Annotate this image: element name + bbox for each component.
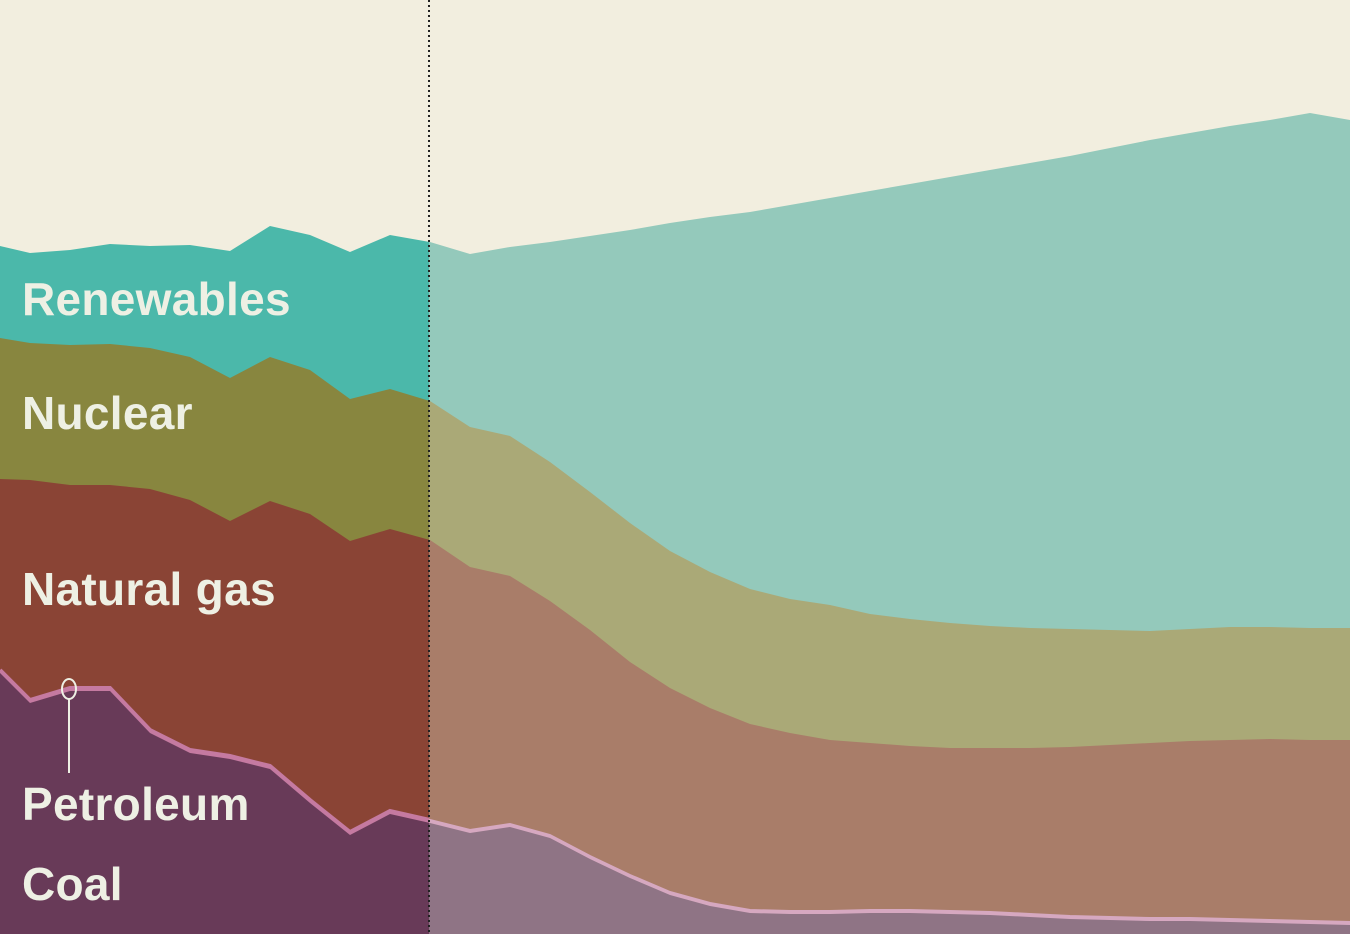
area-coal-historical xyxy=(0,673,429,934)
historical-layers xyxy=(0,226,429,934)
label-renewables: Renewables xyxy=(22,273,291,325)
label-petroleum: Petroleum xyxy=(22,778,250,830)
label-natural-gas: Natural gas xyxy=(22,563,276,615)
area-coal-projection xyxy=(429,822,1350,934)
petroleum-band-line xyxy=(429,818,1350,923)
area-natural-gas-projection xyxy=(429,539,1350,934)
label-nuclear: Nuclear xyxy=(22,387,193,439)
projection-layers xyxy=(429,113,1350,934)
label-coal: Coal xyxy=(22,858,123,910)
petroleum-band-line xyxy=(0,668,429,835)
petroleum-callout-marker xyxy=(61,678,77,773)
